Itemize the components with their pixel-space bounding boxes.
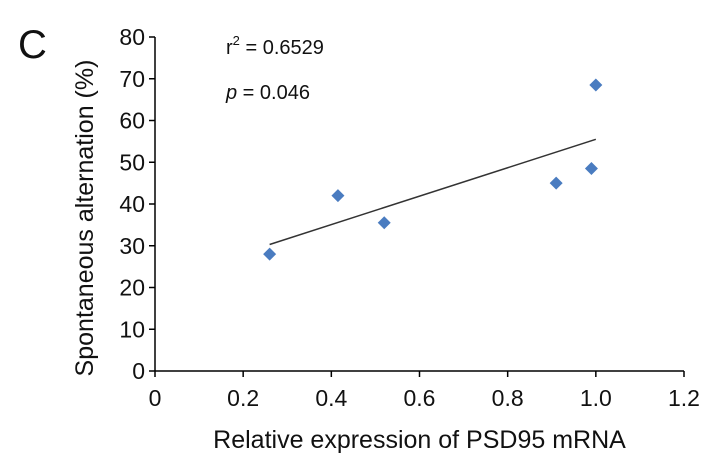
x-tick-label: 0.2 [227,385,259,411]
x-tick-label: 1.0 [580,385,612,411]
data-points [263,78,603,261]
y-tick-label: 80 [119,24,145,50]
y-tick-label: 0 [132,358,145,384]
x-axis-label: Relative expression of PSD95 mRNA [213,426,626,454]
y-tick-label: 10 [119,316,145,342]
x-tick-label: 0.6 [404,385,436,411]
p-symbol: p [225,82,237,104]
data-point [549,176,563,190]
p-value: = 0.046 [237,82,310,104]
trendline [269,138,597,246]
y-ticks: 0 10 20 30 40 50 60 70 80 [119,24,155,384]
y-tick-label: 40 [119,191,145,217]
r-squared-value: = 0.6529 [240,37,324,59]
data-point [263,247,277,261]
r-squared-prefix: r [226,37,233,59]
y-axis-label: Spontaneous alternation (%) [71,60,99,377]
y-tick-label: 70 [119,66,145,92]
x-tick-label: 0.8 [492,385,524,411]
y-tick-label: 30 [119,233,145,259]
data-point [331,189,345,203]
y-tick-label: 50 [119,149,145,175]
data-point [584,162,598,176]
x-tick-label: 1.2 [668,385,700,411]
panel-label: C [18,23,47,67]
x-ticks: 0 0.2 0.4 0.6 0.8 1.0 1.2 [149,371,700,411]
x-tick-label: 0.4 [315,385,347,411]
p-value-annotation: p = 0.046 [225,82,310,104]
y-tick-label: 20 [119,275,145,301]
y-tick-label: 60 [119,108,145,134]
r-squared-superscript: 2 [233,33,240,48]
data-point [589,78,603,92]
x-tick-label: 0 [149,385,162,411]
data-point [377,216,391,230]
r-squared-annotation: r2 = 0.6529 [226,33,324,59]
